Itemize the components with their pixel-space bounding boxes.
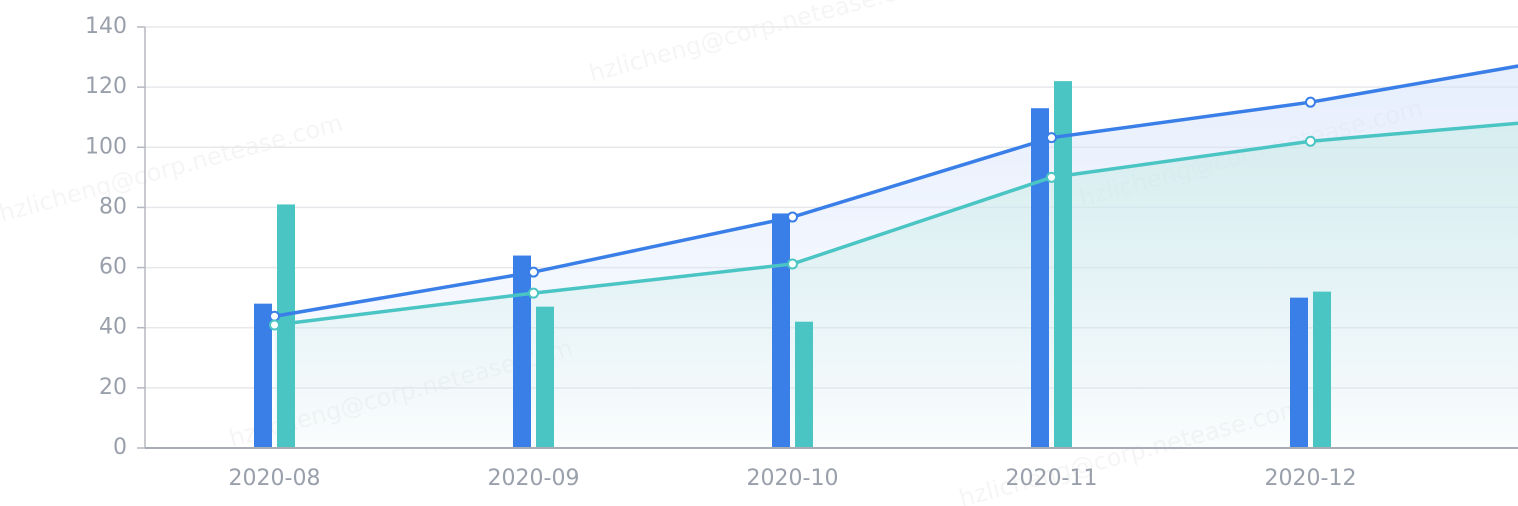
line: [274, 121, 1518, 327]
line-point: [1046, 132, 1057, 144]
bar: [1313, 291, 1331, 448]
line-point: [787, 211, 798, 223]
y-tick-label: 0: [113, 435, 127, 460]
x-tick-label: 2020-11: [1006, 466, 1098, 491]
bar: [1290, 297, 1308, 448]
area: [274, 123, 1518, 448]
bar: [254, 303, 272, 448]
x-tick-label: 2020-12: [1265, 466, 1357, 491]
y-tick-label: 120: [85, 74, 127, 99]
line-point: [528, 287, 539, 299]
y-tick-label: 40: [99, 315, 127, 340]
line-point: [787, 258, 798, 270]
watermark: hzlicheng@corp.netease.com: [586, 0, 936, 88]
bar: [1031, 108, 1049, 448]
bar: [795, 321, 813, 448]
y-tick-label: 80: [99, 194, 127, 219]
bar: [277, 204, 295, 448]
line-point: [269, 310, 280, 322]
line-point: [269, 319, 280, 331]
line-point: [1046, 171, 1057, 183]
y-tick-label: 140: [85, 14, 127, 39]
x-tick-label: 2020-10: [747, 466, 839, 491]
bar: [536, 306, 554, 448]
x-tick-label: 2020-09: [488, 466, 580, 491]
y-tick-label: 60: [99, 255, 127, 280]
x-tick-label: 2020-08: [229, 466, 321, 491]
line: [274, 64, 1518, 319]
bar: [513, 255, 531, 448]
line-point: [1305, 135, 1316, 147]
bar: [772, 213, 790, 448]
y-tick-label: 20: [99, 375, 127, 400]
line-point: [1305, 96, 1316, 108]
line-point: [528, 266, 539, 278]
bar: [1054, 81, 1072, 448]
y-tick-label: 100: [85, 134, 127, 159]
